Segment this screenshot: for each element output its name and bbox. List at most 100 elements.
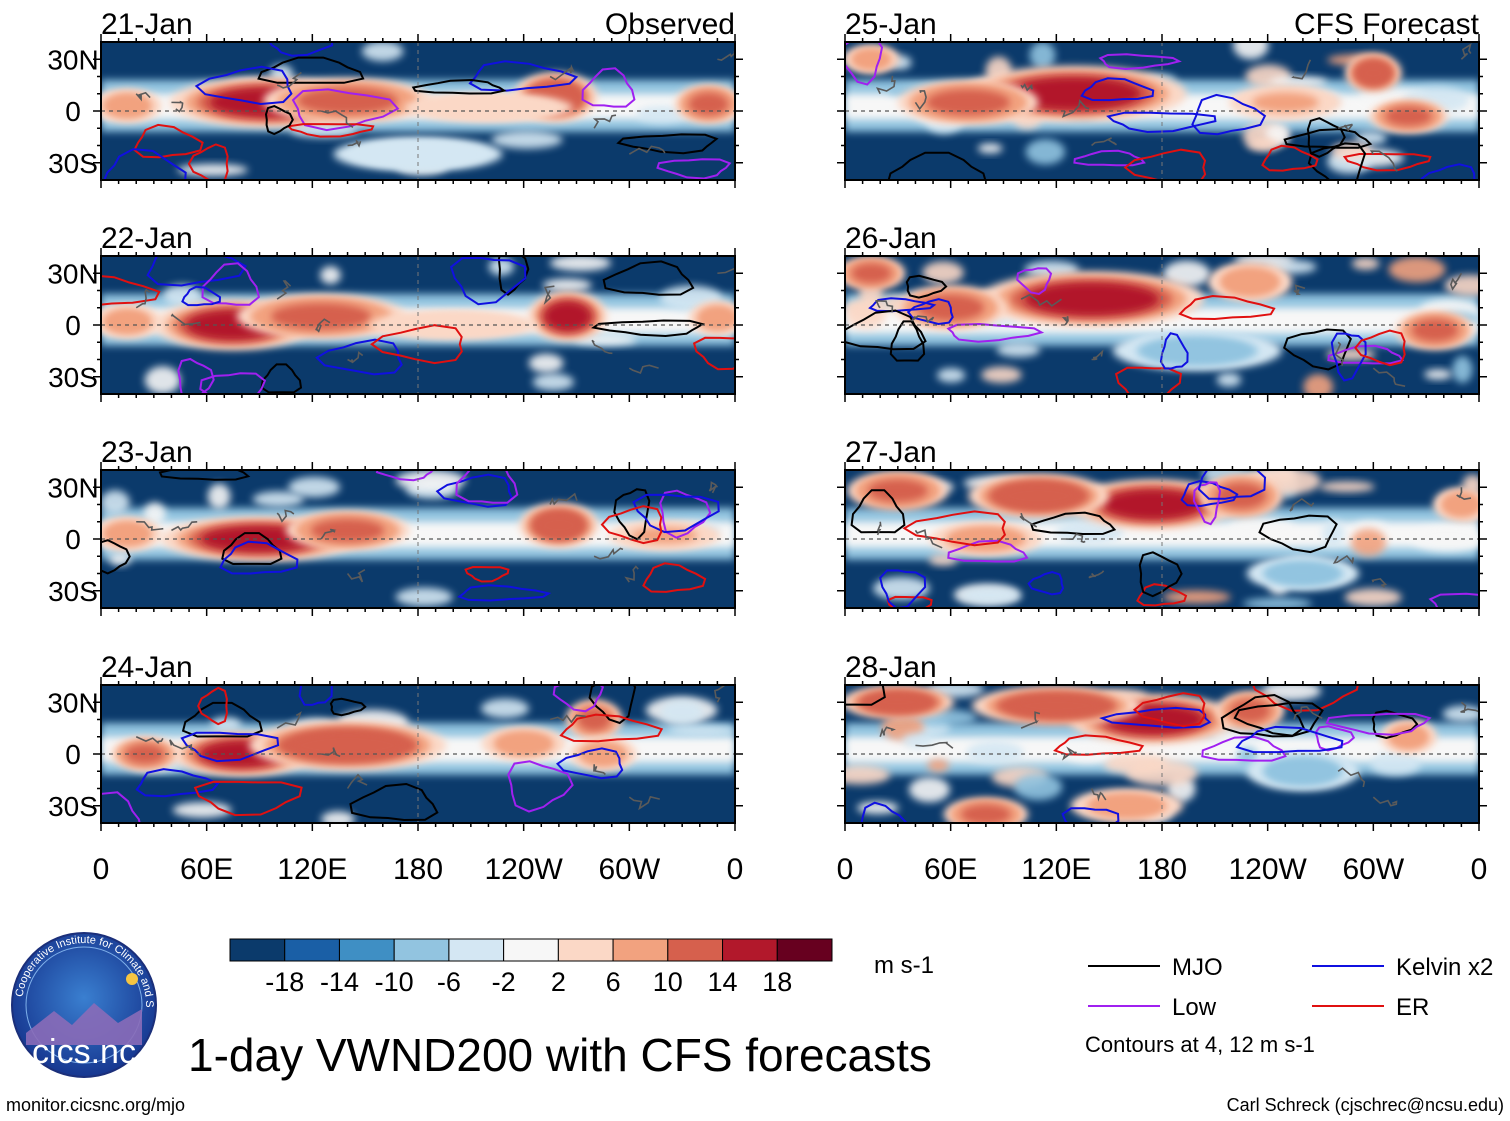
anomaly-blob: [700, 308, 735, 328]
contour-note: Contours at 4, 12 m s-1: [1085, 1032, 1315, 1057]
anomaly-blob: [688, 92, 729, 116]
contour-line: [457, 584, 552, 602]
coastline: [914, 90, 927, 111]
field-patch: [660, 699, 704, 725]
coastline: [593, 764, 606, 776]
colorbar-tick-label: -18: [265, 967, 304, 997]
field-patch: [172, 802, 232, 818]
coastline: [713, 685, 727, 703]
y-tick-label: 0: [65, 96, 81, 127]
contour-line: [193, 780, 303, 817]
contour-line: [1307, 142, 1367, 180]
field-patch: [532, 373, 575, 391]
coastline: [1460, 42, 1472, 60]
coastline: [549, 64, 575, 81]
anomaly-blob: [535, 512, 583, 539]
field-patch: [101, 490, 130, 515]
field-patch: [1303, 373, 1334, 394]
logo-mountains: [26, 1003, 142, 1045]
field: [101, 256, 735, 394]
coastline: [1334, 341, 1345, 366]
field-patch: [1025, 139, 1066, 165]
anomaly-blob: [1103, 489, 1204, 520]
contour-line: [221, 532, 283, 566]
field: [101, 685, 735, 823]
anomaly-blob: [1385, 106, 1432, 127]
field-patch: [488, 257, 514, 276]
contour-line: [1306, 117, 1346, 158]
contour-line: [613, 488, 651, 541]
contour-line: [1325, 712, 1432, 736]
coastline: [136, 520, 164, 531]
anomaly-blob: [952, 529, 1020, 549]
coastline: [1020, 83, 1033, 92]
coastline: [135, 288, 151, 309]
field-patch: [528, 353, 564, 373]
contour-line: [1098, 53, 1182, 71]
panel-27-Jan: 27-Jan: [837, 436, 1487, 616]
panel-22-Jan: 30N 0 30S 22-Jan: [47, 222, 743, 402]
anomaly-blob: [1147, 339, 1248, 363]
contour-line: [260, 363, 303, 394]
contour-line: [692, 336, 735, 371]
x-tick-label: 60E: [180, 853, 233, 886]
colorbar-cell: [667, 938, 724, 962]
field-patch: [1269, 76, 1328, 87]
y-tick-label: 30N: [47, 44, 98, 75]
contour-line: [1354, 329, 1406, 367]
contour-line: [1114, 366, 1182, 394]
anomaly-blob: [107, 311, 148, 332]
colorbar-cell: [393, 938, 450, 962]
contour-line: [591, 319, 706, 338]
contour-line: [1191, 93, 1267, 136]
anomaly-blob: [1269, 759, 1337, 783]
contour-line: [552, 685, 605, 713]
coastline: [276, 509, 295, 523]
coastline: [1019, 512, 1038, 528]
colorbar-tick-label: -2: [492, 967, 516, 997]
coastline: [1061, 316, 1069, 326]
line-legend: MJO Kelvin x2 Low ER: [1088, 954, 1493, 1021]
anomaly-blob: [544, 301, 592, 332]
contour-line: [1178, 294, 1276, 321]
coastline: [1372, 796, 1398, 807]
contour-line: [268, 42, 334, 57]
coastline: [169, 739, 195, 752]
field-patch: [320, 266, 341, 285]
field-patch: [1125, 759, 1198, 787]
contour-line: [101, 791, 141, 823]
logo-inner-ring: [25, 946, 143, 1064]
anomaly-blob: [1007, 77, 1141, 111]
contour-line: [133, 123, 204, 159]
contour-line: [1428, 592, 1479, 608]
field-patch: [1388, 256, 1446, 283]
x-tick-label: 180: [1137, 853, 1187, 886]
field-patch: [1350, 528, 1387, 557]
field-patch: [1055, 520, 1124, 544]
contour-line: [180, 731, 280, 763]
contour-line: [455, 470, 519, 504]
contour-line: [1016, 267, 1053, 296]
field-patch: [1163, 260, 1211, 287]
contour-line: [905, 274, 948, 299]
coastline: [624, 565, 639, 583]
anomaly-blob: [297, 87, 398, 114]
field-patch: [1351, 257, 1380, 270]
colorbar: -18 -14 -10 -6 -2 2 6 10 14 18: [229, 938, 833, 997]
field: [845, 42, 1479, 180]
contour-line: [581, 67, 636, 108]
coastline: [910, 315, 935, 324]
panel-28-Jan: 28-Jan 0 60E 120E 180 120W 60W 0: [837, 651, 1488, 886]
contour-line: [1061, 807, 1120, 823]
author-credit: Carl Schreck (cjschrec@ncsu.edu): [1226, 1095, 1504, 1115]
anomaly-blob: [438, 99, 539, 116]
contour-line: [411, 78, 507, 95]
coastline: [1291, 59, 1312, 80]
coastline: [1061, 98, 1090, 118]
anomaly-blob: [1093, 795, 1161, 816]
field-patch: [252, 491, 305, 508]
coastline: [593, 547, 624, 560]
coastline: [1088, 570, 1105, 579]
field-patch: [1243, 597, 1312, 608]
contour-line: [257, 56, 365, 84]
